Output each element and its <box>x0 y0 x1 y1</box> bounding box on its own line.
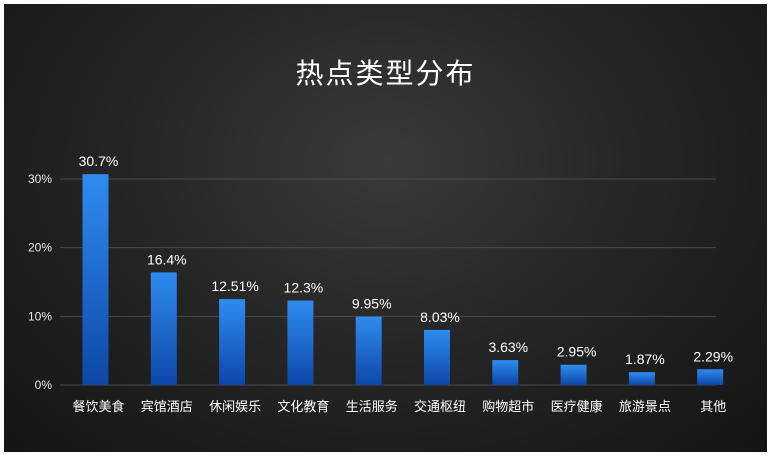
bar <box>219 299 246 385</box>
data-label: 3.63% <box>488 339 528 355</box>
bar <box>697 369 724 385</box>
data-label: 12.3% <box>284 280 324 296</box>
y-axis-ticks: 0% 10% 20% 30% <box>28 172 52 392</box>
category-label: 文化教育 <box>277 399 329 415</box>
bars <box>82 174 724 385</box>
bar-chart: 0% 10% 20% 30% 30.7% 16.4% 12.51% 12.3% 9.95% 8.… <box>28 153 733 415</box>
y-tick-label: 10% <box>28 309 52 323</box>
bar <box>560 364 587 385</box>
y-tick-label: 20% <box>28 241 52 255</box>
data-label: 9.95% <box>352 296 392 312</box>
category-label: 休闲娱乐 <box>209 400 261 415</box>
data-label: 2.29% <box>693 348 733 364</box>
category-label: 旅游景点 <box>619 400 671 415</box>
data-label: 30.7% <box>79 153 119 169</box>
data-label: 1.87% <box>625 351 665 367</box>
category-label: 宾馆酒店 <box>141 399 193 415</box>
category-label: 购物超市 <box>482 399 534 415</box>
chart-frame: 热点类型分布 0% 10% 20% 30% 30.7% 16.4% 12.51% 12.3%… <box>4 4 767 452</box>
data-label: 2.95% <box>557 344 597 360</box>
category-label: 医疗健康 <box>551 399 603 415</box>
category-label: 交通枢纽 <box>414 399 466 415</box>
y-tick-label: 0% <box>35 378 53 392</box>
bar <box>355 316 382 385</box>
value-labels: 30.7% 16.4% 12.51% 12.3% 9.95% 8.03% 3.63% 2.95… <box>79 153 733 367</box>
data-label: 8.03% <box>420 309 460 325</box>
category-labels: 餐饮美食 宾馆酒店 休闲娱乐 文化教育 生活服务 交通枢纽 购物超市 医疗健康 旅游景点 其他 <box>72 399 726 415</box>
category-label: 生活服务 <box>346 399 398 415</box>
bar <box>150 272 177 385</box>
data-label: 12.51% <box>211 278 258 294</box>
y-tick-label: 30% <box>28 172 52 186</box>
category-label: 餐饮美食 <box>72 399 124 415</box>
bar <box>628 372 655 385</box>
bar <box>82 174 109 385</box>
chart-title: 热点类型分布 <box>295 57 476 90</box>
bar <box>492 360 519 385</box>
bar <box>287 300 314 385</box>
category-label: 其他 <box>700 400 726 415</box>
bar <box>424 329 450 385</box>
data-label: 16.4% <box>147 251 187 267</box>
